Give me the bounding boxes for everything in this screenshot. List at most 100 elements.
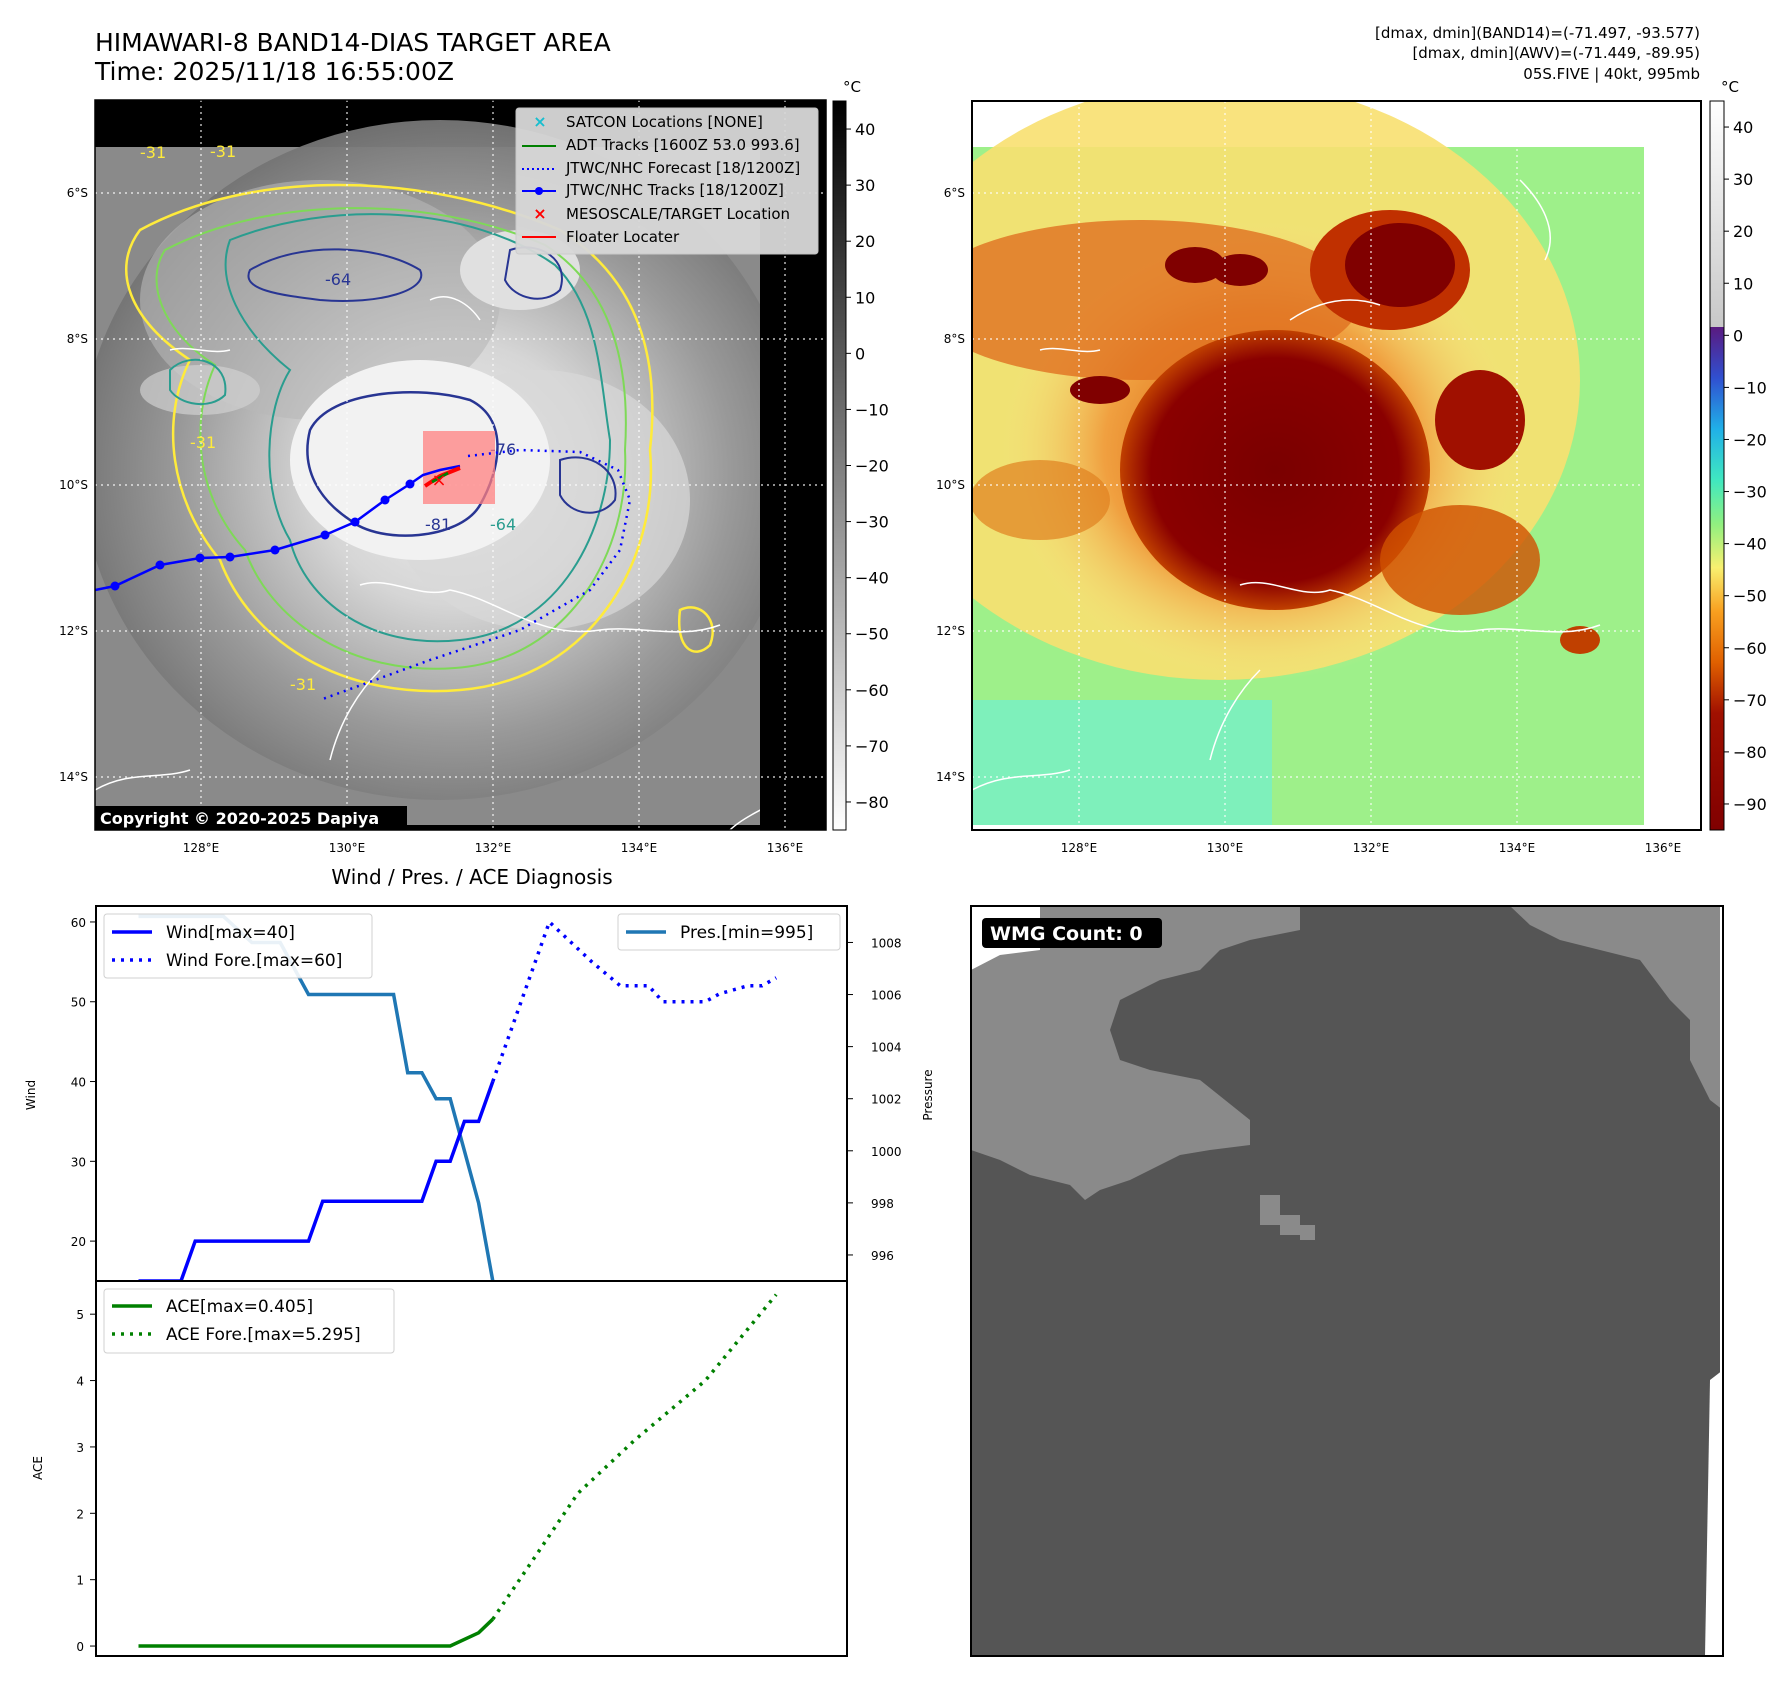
ace-legend: ACE[max=0.405] ACE Fore.[max=5.295] [103,1288,395,1354]
pressure-tick-label: 996 [871,1249,894,1263]
enhanced-ir-map: 6°S 8°S 10°S 12°S 14°S 128°E 130°E 132°E… [936,100,1702,855]
colorbar-tick-label: −40 [1733,535,1767,554]
legend-wind-fore: Wind Fore.[max=60] [166,951,342,971]
wind-tick-label: 40 [71,1076,86,1090]
ace-line [138,1617,495,1648]
legend-mesoscale: MESOSCALE/TARGET Location [566,205,790,223]
wind-tick-label: 60 [71,916,86,930]
colorbar-tick-label: 10 [1733,274,1753,293]
wind-axis-label: Wind [24,1080,38,1110]
lon-label: 134°E [621,841,658,855]
colorbar-tick-label: 20 [1733,222,1753,241]
colorbar-tick-label: −50 [855,625,889,644]
lat-label: 12°S [59,624,88,638]
ace-tick-label: 5 [76,1308,84,1322]
lon-label: 130°E [1207,841,1244,855]
contour-label: -81 [425,515,451,534]
colorbar-tick-label: 20 [855,232,875,251]
colorbar-tick-label: 40 [855,120,875,139]
colorbar-tick-label: 0 [1733,326,1743,345]
colorbar-tick-label: −70 [1733,691,1767,710]
stats-awv: [dmax, dmin](AWV)=(-71.449, -89.95) [1412,44,1700,62]
ir-map: -31 -31 -64 -31 -76 -81 -64 -31 × [59,99,827,855]
lon-label: 134°E [1499,841,1536,855]
pressure-legend: Pres.[min=995] [617,913,841,951]
svg-text:×: × [533,204,546,223]
pressure-tick-label: 1006 [871,989,902,1003]
wind-tick-label: 30 [71,1155,86,1169]
colorbar-tick-label: −20 [1733,430,1767,449]
lon-label: 130°E [329,841,366,855]
lat-label: 10°S [59,478,88,492]
lon-label: 136°E [1645,841,1682,855]
pressure-tick-label: 1002 [871,1093,902,1107]
copyright-box [95,806,407,830]
pressure-tick-label: 998 [871,1197,894,1211]
figure-title: HIMAWARI-8 BAND14-DIAS TARGET AREA [95,28,611,57]
lat-label: 10°S [936,478,965,492]
figure-time: Time: 2025/11/18 16:55:00Z [94,57,454,86]
colorbar-unit: °C [1721,78,1739,96]
wind-tick-label: 50 [71,996,86,1010]
pressure-tick-label: 1004 [871,1041,902,1055]
legend-ace: ACE[max=0.405] [166,1297,313,1317]
colorbar-tick-label: −40 [855,569,889,588]
lon-label: 128°E [1061,841,1098,855]
lat-label: 12°S [936,624,965,638]
target-location-marker: × [431,470,446,491]
ace-tick-label: 3 [76,1441,84,1455]
wind-pressure-panel: 20 30 40 50 60 996 998 1000 1002 1004 1006 1008 Wi… [24,905,935,1283]
legend-pressure: Pres.[min=995] [680,923,813,943]
copyright: Copyright © 2020-2025 Dapiya [100,809,379,828]
lat-label: 6°S [67,186,88,200]
lat-label: 14°S [936,770,965,784]
colorbar-tick-label: −60 [1733,639,1767,658]
enhanced-lon-labels: 128°E 130°E 132°E 134°E 136°E [1061,841,1682,855]
contour-label: -31 [190,433,216,452]
colorbar-tick-label: −10 [855,400,889,419]
contour-label: -31 [290,675,316,694]
contour-label: -76 [490,440,516,459]
wind-legend: Wind[max=40] Wind Fore.[max=60] [103,913,373,979]
lat-label: 8°S [944,332,965,346]
jtwc-track-points [110,479,415,591]
lon-label: 132°E [1353,841,1390,855]
enhanced-lat-labels: 6°S 8°S 10°S 12°S 14°S [936,186,965,784]
pressure-axis-label: Pressure [921,1069,935,1120]
colorbar-tick-label: −90 [1733,795,1767,814]
pressure-tick-label: 1008 [871,936,902,950]
ace-tick-label: 1 [76,1574,84,1588]
colorbar-tick-label: 10 [855,288,875,307]
colorbar-tick-label: 0 [855,344,865,363]
ace-tick-label: 4 [76,1375,84,1389]
ir-lon-labels: 128°E 130°E 132°E 134°E 136°E [183,841,804,855]
colorbar-tick-label: 30 [855,176,875,195]
colorbar-tick-label: −30 [1733,483,1767,502]
colorbar-tick-label: −30 [855,513,889,532]
contour-label: -64 [490,515,516,534]
contour-label: -31 [140,143,166,162]
legend-ace-fore: ACE Fore.[max=5.295] [166,1325,361,1345]
colorbar-tick-label: 30 [1733,170,1753,189]
wmg-panel: WMG Count: 0 [970,905,1724,1657]
ir-lat-labels: 6°S 8°S 10°S 12°S 14°S [59,186,88,784]
ace-tick-label: 2 [76,1507,84,1521]
wmg-count: WMG Count: 0 [990,923,1143,945]
lon-label: 136°E [767,841,804,855]
legend-satcon: SATCON Locations [NONE] [566,113,763,131]
contour-label: -31 [210,142,236,161]
wmg-count-box [982,918,1162,948]
lat-label: 8°S [67,332,88,346]
legend-wind: Wind[max=40] [166,923,295,943]
ace-panel: 0 1 2 3 4 5 ACE ACE[max=0.405] ACE Fore.[max=… [31,1280,848,1657]
ace-forecast-line [491,1293,778,1621]
colorbar-tick-label: −10 [1733,378,1767,397]
wind-tick-label: 20 [71,1235,86,1249]
pressure-tick-label: 1000 [871,1145,902,1159]
ace-tick-label: 0 [76,1640,84,1654]
stats-band14: [dmax, dmin](BAND14)=(-71.497, -93.577) [1375,24,1700,42]
lon-label: 132°E [475,841,512,855]
colorbar-tick-label: −80 [855,793,889,812]
colorbar-tick-label: −80 [1733,743,1767,762]
